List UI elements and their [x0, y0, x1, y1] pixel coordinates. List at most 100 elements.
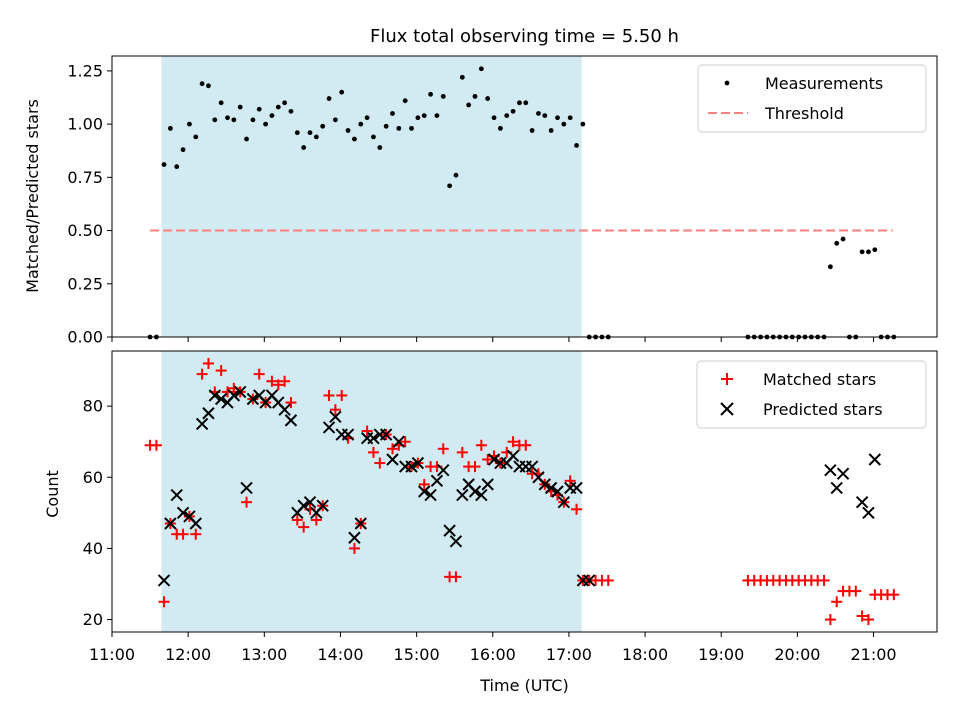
measurement-point	[510, 108, 516, 114]
bottom-x-tick-label: 21:00	[850, 645, 896, 664]
matched-point	[329, 404, 341, 416]
measurement-point	[402, 98, 408, 104]
measurement-point	[834, 240, 840, 246]
matched-point	[272, 379, 284, 391]
measurement-point	[434, 113, 440, 119]
predicted-point	[868, 453, 882, 466]
predicted-point	[176, 506, 190, 520]
matched-point	[456, 446, 468, 458]
measurement-point	[352, 136, 357, 142]
top-y-axis-label: Matched/Predicted stars	[23, 99, 42, 293]
measurement-point	[555, 115, 560, 121]
measurement-point	[428, 91, 433, 97]
top-legend-box	[697, 64, 927, 133]
measurement-point	[345, 128, 351, 133]
legend-predicted-label: Predicted stars	[763, 400, 883, 419]
predicted-point	[316, 499, 329, 512]
bottom-x-tick-label: 13:00	[241, 645, 287, 664]
measurement-point	[193, 134, 199, 140]
predicted-point	[367, 431, 380, 445]
bottom-predicted-points	[157, 385, 882, 587]
predicted-point	[157, 574, 171, 587]
matched-point	[241, 496, 253, 508]
matched-point	[158, 596, 170, 608]
measurement-point	[358, 121, 364, 127]
predicted-point	[538, 478, 552, 491]
top-legend: Measurements Threshold	[697, 64, 927, 133]
predicted-point	[297, 499, 310, 512]
matched-point	[469, 461, 481, 473]
measurement-point	[396, 125, 402, 131]
predicted-point	[379, 428, 393, 441]
measurement-point	[206, 83, 211, 89]
matched-point	[190, 528, 202, 540]
predicted-point	[475, 488, 488, 502]
measurement-point	[339, 89, 345, 95]
measurement-point	[212, 117, 218, 123]
bottom-x-ticks: 11:00 12:00 13:00 14:00 15:00 16:00 17:00 18:00…	[89, 632, 897, 664]
measurement-point	[307, 130, 313, 136]
measurement-point	[161, 162, 167, 167]
bottom-x-axis-label: Time (UTC)	[479, 676, 568, 695]
matched-point	[150, 439, 162, 451]
predicted-point	[284, 414, 298, 427]
predicted-point	[303, 495, 317, 509]
bottom-x-tick-label: 18:00	[622, 645, 668, 664]
measurement-point	[485, 96, 491, 101]
matched-point	[279, 375, 291, 387]
predicted-point	[329, 410, 342, 424]
measurement-point	[529, 128, 535, 133]
top-y-tick-label: 0.50	[67, 221, 103, 240]
predicted-point	[233, 385, 247, 399]
measurement-point	[421, 113, 427, 119]
measurement-point	[364, 115, 370, 121]
matched-point	[418, 478, 430, 490]
predicted-point	[278, 403, 291, 416]
legend-threshold-label: Threshold	[764, 104, 844, 123]
predicted-point	[392, 435, 406, 448]
bottom-legend: Matched stars Predicted stars	[696, 360, 927, 429]
matched-point	[602, 574, 614, 586]
top-y-tick-label: 0.75	[67, 168, 103, 187]
measurement-point	[466, 102, 472, 108]
legend-measurements-marker	[724, 80, 730, 86]
measurement-point	[377, 145, 383, 150]
top-plot-frame	[111, 55, 938, 338]
measurement-point	[440, 94, 446, 99]
bottom-x-tick-label: 16:00	[470, 645, 516, 664]
predicted-point	[202, 407, 215, 420]
legend-matched-label: Matched stars	[763, 370, 876, 389]
measurement-point	[199, 81, 205, 87]
measurement-point	[174, 164, 180, 170]
matched-point	[348, 542, 360, 554]
measurement-point	[313, 134, 319, 140]
matched-point	[399, 436, 411, 448]
matched-point	[215, 365, 227, 377]
predicted-point	[544, 481, 558, 495]
measurement-point	[472, 94, 478, 99]
top-shaded-interval	[161, 56, 582, 337]
measurement-point	[517, 100, 522, 106]
matched-point	[824, 614, 836, 626]
predicted-point	[240, 481, 253, 495]
matched-point	[387, 443, 398, 455]
measurement-point	[827, 264, 833, 270]
measurement-point	[523, 100, 529, 106]
bottom-y-tick-label: 60	[83, 468, 103, 487]
matched-point	[177, 528, 189, 540]
matched-point	[507, 436, 519, 448]
predicted-point	[170, 488, 183, 502]
matched-point	[482, 453, 494, 465]
matched-point	[310, 514, 322, 526]
top-x-ticks	[111, 337, 875, 342]
predicted-point	[195, 417, 209, 431]
measurement-point	[301, 145, 307, 150]
measurement-point	[187, 121, 192, 127]
matched-point	[291, 514, 303, 526]
measurement-point	[371, 134, 376, 140]
predicted-point	[481, 478, 494, 491]
matched-point	[367, 446, 379, 458]
predicted-point	[456, 488, 469, 502]
